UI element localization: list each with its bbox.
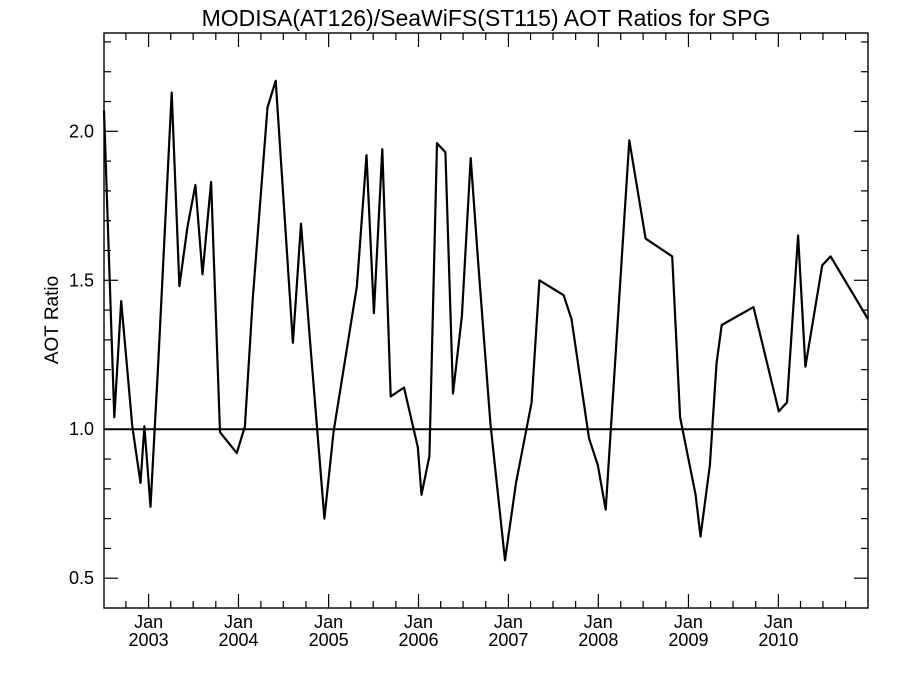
series-line [102,79,869,562]
x-tick-label-year: 2009 [668,630,708,650]
plot-frame [103,32,869,609]
y-tick-label: 1.5 [69,270,94,290]
x-tick-label-month: Jan [314,612,343,632]
x-tick-label-month: Jan [674,612,703,632]
x-tick-label-year: 2007 [488,630,528,650]
chart-title: MODISA(AT126)/SeaWiFS(ST115) AOT Ratios … [202,5,771,31]
x-tick-label-year: 2006 [398,630,438,650]
x-tick-label-year: 2008 [578,630,618,650]
x-tick-label-year: 2004 [218,630,258,650]
axis-ticks: 0.51.01.52.0Jan2003Jan2004Jan2005Jan2006… [69,33,868,650]
x-tick-label-month: Jan [494,612,523,632]
x-tick-label-year: 2005 [309,630,349,650]
x-tick-label-month: Jan [764,612,793,632]
x-tick-label-year: 2010 [758,630,798,650]
y-tick-label: 1.0 [69,419,94,439]
x-tick-label-month: Jan [224,612,253,632]
y-tick-label: 0.5 [69,568,94,588]
y-axis-label: AOT Ratio [42,276,63,364]
x-tick-label-year: 2003 [129,630,169,650]
x-tick-label-month: Jan [134,612,163,632]
y-tick-label: 2.0 [69,121,94,141]
x-tick-label-month: Jan [404,612,433,632]
x-tick-label-month: Jan [584,612,613,632]
